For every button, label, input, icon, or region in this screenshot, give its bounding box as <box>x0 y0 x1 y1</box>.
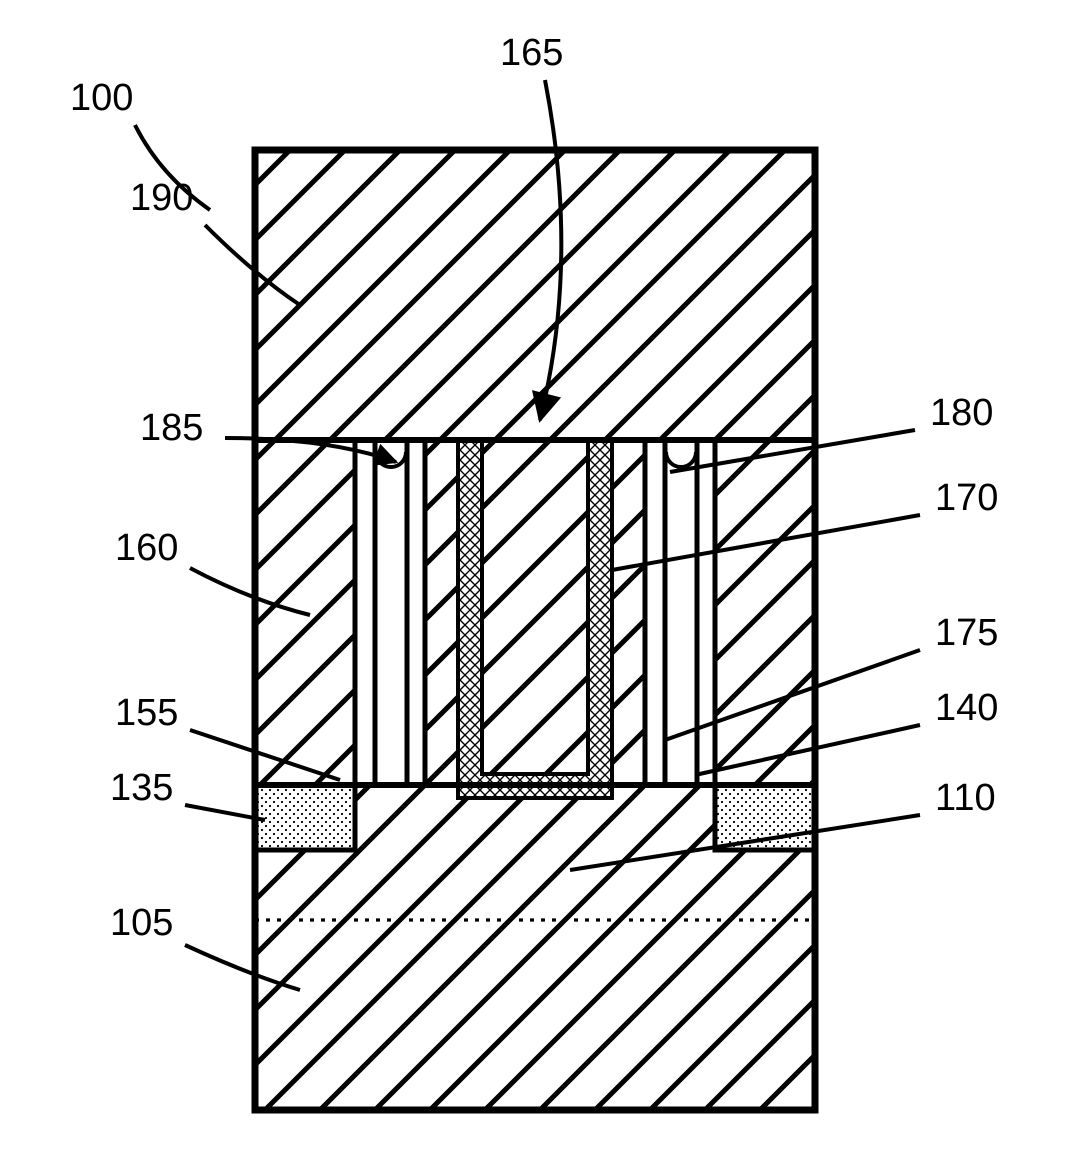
label-100: 100 <box>70 77 133 119</box>
region-165-gate-core <box>482 440 588 774</box>
diagram-body <box>255 150 815 1110</box>
label-165: 165 <box>500 32 563 74</box>
label-135: 135 <box>110 767 173 809</box>
cross-section-diagram: 100 190 165 185 180 160 170 155 175 140 … <box>0 0 1066 1160</box>
region-190-top <box>255 150 815 440</box>
label-185: 185 <box>140 407 203 449</box>
label-160: 160 <box>115 527 178 569</box>
label-110: 110 <box>935 777 996 819</box>
label-180: 180 <box>930 392 993 434</box>
label-105: 105 <box>110 902 173 944</box>
gate-stack <box>458 440 612 798</box>
label-170: 170 <box>935 477 998 519</box>
label-175: 175 <box>935 612 998 654</box>
label-190: 190 <box>130 177 193 219</box>
label-155: 155 <box>115 692 178 734</box>
region-135-sti-left <box>255 785 355 850</box>
label-140: 140 <box>935 687 998 729</box>
slot-left <box>355 440 425 785</box>
